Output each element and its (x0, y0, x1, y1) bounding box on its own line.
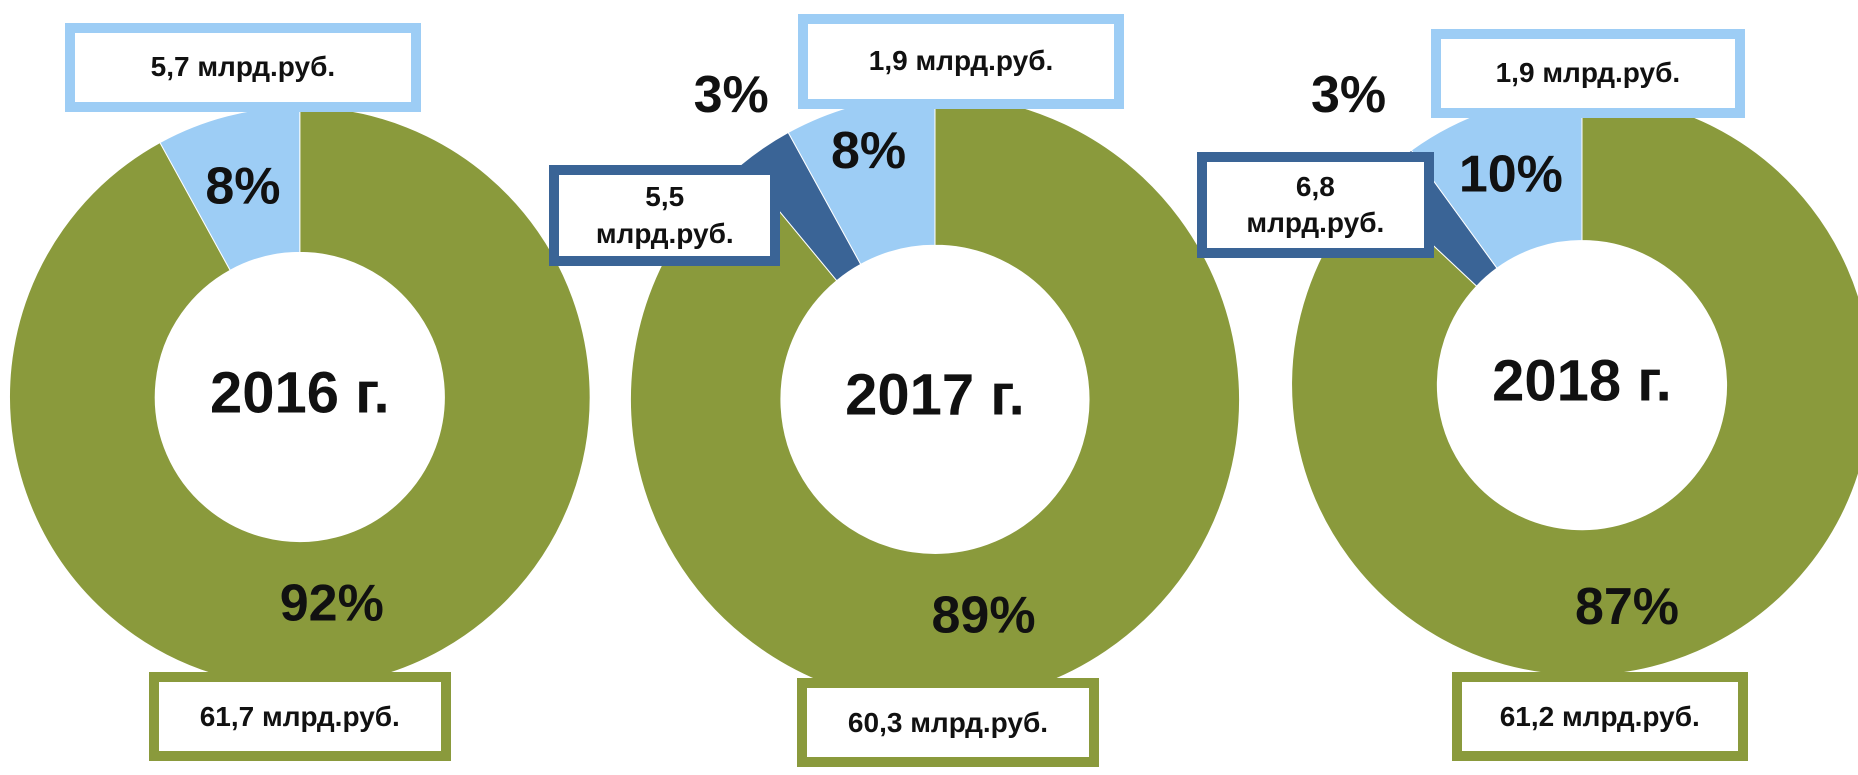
donut-slice (1291, 94, 1858, 676)
amount-box: 6,8 млрд.руб. (1196, 151, 1434, 259)
donut-slice (629, 94, 1241, 705)
value-label: 10% (1459, 145, 1563, 203)
amount-box: 61,7 млрд.руб. (148, 672, 451, 762)
amount-box: 1,9 млрд.руб. (1430, 29, 1745, 118)
value-label: 89% (932, 586, 1036, 644)
chart-title: 2016 г. (210, 360, 390, 425)
amount-box: 61,2 млрд.руб. (1451, 672, 1748, 762)
amount-box: 5,5 млрд.руб. (549, 165, 781, 267)
amount-box: 5,7 млрд.руб. (65, 23, 421, 112)
value-label: 8% (831, 122, 906, 180)
chart-title: 2017 г. (845, 363, 1025, 428)
value-label: 3% (694, 66, 769, 124)
amount-box: 1,9 млрд.руб. (798, 14, 1124, 110)
value-label: 87% (1575, 578, 1679, 636)
amount-box: 60,3 млрд.руб. (796, 678, 1100, 768)
value-label: 3% (1311, 66, 1386, 124)
value-label: 8% (205, 157, 280, 215)
chart-title: 2018 г. (1492, 348, 1672, 413)
donut-slice (8, 106, 591, 688)
value-label: 92% (280, 574, 384, 632)
